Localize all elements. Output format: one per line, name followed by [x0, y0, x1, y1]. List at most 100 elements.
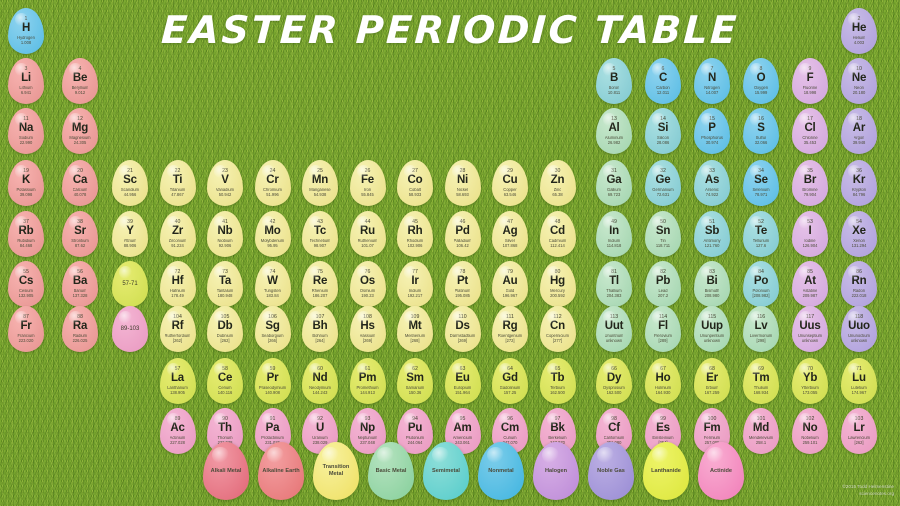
element-cell-lu[interactable]: 71 Lu Lutetium 174.967	[841, 358, 877, 404]
element-cell-db[interactable]: 105 Db Dubnium [262]	[207, 306, 243, 352]
element-cell-ce[interactable]: 58 Ce Cerium 140.116	[207, 358, 243, 404]
element-cell-k[interactable]: 19 K Potassium 39.098	[8, 160, 44, 206]
element-cell-y[interactable]: 39 Y Yttrium 88.906	[112, 211, 148, 257]
element-cell-er[interactable]: 68 Er Erbium 167.259	[694, 358, 730, 404]
element-cell-pr[interactable]: 59 Pr Praseodymium 140.908	[254, 358, 291, 404]
element-cell-os[interactable]: 76 Os Osmium 190.23	[349, 261, 386, 307]
element-cell-tl[interactable]: 81 Tl Thallium 204.383	[596, 261, 632, 307]
legend-item-halogen[interactable]: Halogen	[533, 442, 579, 500]
element-cell-cs[interactable]: 55 Cs Cesium 132.905	[8, 261, 44, 307]
element-cell-yb[interactable]: 70 Yb Ytterbium 173.055	[792, 358, 828, 404]
element-cell-ba[interactable]: 56 Ba Barium 137.328	[62, 261, 98, 307]
element-cell-as[interactable]: 33 As Arsenic 74.922	[694, 160, 730, 206]
element-cell-kr[interactable]: 36 Kr Krypton 84.796	[841, 160, 877, 206]
element-cell-s[interactable]: 16 S Sulfur 32.066	[743, 108, 779, 154]
element-cell-hg[interactable]: 80 Hg Mercury 200.592	[539, 261, 576, 307]
element-cell-rb[interactable]: 37 Rb Rubidium 84.468	[8, 211, 44, 257]
element-cell-cn[interactable]: 112 Cn Copernicium [277]	[539, 306, 576, 352]
element-cell-lr[interactable]: 103 Lr Lawrencium [262]	[841, 408, 877, 454]
element-cell-ir[interactable]: 77 Ir Iridium 192.217	[397, 261, 433, 307]
element-cell-sc[interactable]: 21 Sc Scandium 44.956	[112, 160, 148, 206]
element-cell-md[interactable]: 101 Md Mendelevium 258.1	[743, 408, 779, 454]
element-cell-pd[interactable]: 46 Pd Palladium 106.42	[444, 211, 481, 257]
element-cell-ds[interactable]: 110 Ds Darmstadtium [269]	[444, 306, 481, 352]
element-cell-mg[interactable]: 12 Mg Magnesium 24.305	[62, 108, 98, 154]
element-cell-cl[interactable]: 17 Cl Chlorine 35.453	[792, 108, 828, 154]
element-cell-ca[interactable]: 20 Ca Calcium 40.078	[62, 160, 98, 206]
element-cell-sg[interactable]: 106 Sg Seaborgium [266]	[254, 306, 291, 352]
element-cell-au[interactable]: 79 Au Gold 196.967	[492, 261, 528, 307]
element-cell-co[interactable]: 27 Co Cobalt 58.933	[397, 160, 433, 206]
legend-item-nonmetal[interactable]: Nonmetal	[478, 442, 524, 500]
element-cell-pm[interactable]: 61 Pm Promethium 144.913	[349, 358, 386, 404]
element-cell-bi[interactable]: 83 Bi Bismuth 208.980	[694, 261, 730, 307]
element-cell-ge[interactable]: 32 Ge Germanium 72.631	[645, 160, 681, 206]
element-cell-rg[interactable]: 111 Rg Roentgenium [272]	[492, 306, 528, 352]
element-cell-la[interactable]: 57 La Lanthanum 138.905	[159, 358, 196, 404]
element-cell-no[interactable]: 102 No Nobelium 259.101	[792, 408, 828, 454]
element-cell-hf[interactable]: 72 Hf Hafnium 178.49	[159, 261, 196, 307]
element-cell-hs[interactable]: 108 Hs Hassium [269]	[349, 306, 386, 352]
element-cell-br[interactable]: 35 Br Bromine 79.904	[792, 160, 828, 206]
element-cell-gd[interactable]: 64 Gd Gadolinium 157.25	[492, 358, 528, 404]
element-cell-sn[interactable]: 50 Sn Tin 118.711	[645, 211, 681, 257]
legend-item-actinide[interactable]: Actinide	[698, 442, 744, 500]
element-cell-pu[interactable]: 94 Pu Plutonium 244.064	[397, 408, 433, 454]
element-cell-ga[interactable]: 31 Ga Gallium 69.723	[596, 160, 632, 206]
element-cell-pt[interactable]: 78 Pt Platinum 195.085	[444, 261, 481, 307]
element-cell-xe[interactable]: 54 Xe Xenon 131.294	[841, 211, 877, 257]
element-cell-nd[interactable]: 60 Nd Neodymium 144.243	[302, 358, 338, 404]
element-cell-uus[interactable]: 117 Uus Ununseptium unknown	[792, 306, 828, 352]
element-cell-bh[interactable]: 107 Bh Bohrium [264]	[302, 306, 338, 352]
element-cell-ni[interactable]: 28 Ni Nickel 58.693	[444, 160, 481, 206]
element-cell-tc[interactable]: 43 Tc Technetium 98.907	[302, 211, 338, 257]
element-cell-lv[interactable]: 116 Lv Livermorium [298]	[743, 306, 779, 352]
element-cell-fl[interactable]: 114 Fl Flerovium [289]	[645, 306, 681, 352]
element-cell-cr[interactable]: 24 Cr Chromium 51.996	[254, 160, 291, 206]
element-cell-li[interactable]: 3 Li Lithium 6.941	[8, 58, 44, 104]
legend-item-alkali-metal[interactable]: Alkali Metal	[203, 442, 249, 500]
element-cell-ag[interactable]: 47 Ag Silver 107.868	[492, 211, 528, 257]
element-cell-uuo[interactable]: 118 Uuo Ununoctium unknown	[841, 306, 877, 352]
element-cell-ra[interactable]: 88 Ra Radium 226.025	[62, 306, 98, 352]
series-placeholder-89-103[interactable]: 89-103	[112, 306, 148, 352]
element-cell-mn[interactable]: 25 Mn Manganese 54.938	[302, 160, 338, 206]
element-cell-c[interactable]: 6 C Carbon 12.011	[645, 58, 681, 104]
series-placeholder-57-71[interactable]: 57-71	[112, 261, 148, 307]
legend-item-basic-metal[interactable]: Basic Metal	[368, 442, 414, 500]
element-cell-i[interactable]: 53 I Iodine 126.904	[792, 211, 828, 257]
element-cell-sm[interactable]: 62 Sm Samarium 150.36	[397, 358, 433, 404]
element-cell-ti[interactable]: 22 Ti Titanium 47.867	[159, 160, 196, 206]
element-cell-eu[interactable]: 63 Eu Europium 151.964	[444, 358, 481, 404]
element-cell-ho[interactable]: 67 Ho Holmium 164.930	[645, 358, 681, 404]
element-cell-cd[interactable]: 48 Cd Cadmium 112.414	[539, 211, 576, 257]
element-cell-na[interactable]: 11 Na Sodium 22.990	[8, 108, 44, 154]
element-cell-dy[interactable]: 66 Dy Dysprosium 162.500	[596, 358, 632, 404]
element-cell-mo[interactable]: 42 Mo Molybdenum 95.95	[254, 211, 291, 257]
element-cell-ac[interactable]: 89 Ac Actinium 227.028	[159, 408, 196, 454]
element-cell-be[interactable]: 4 Be Beryllium 9.012	[62, 58, 98, 104]
element-cell-w[interactable]: 74 W Tungsten 183.84	[254, 261, 291, 307]
element-cell-n[interactable]: 7 N Nitrogen 14.007	[694, 58, 730, 104]
element-cell-v[interactable]: 23 V Vanadium 50.942	[207, 160, 243, 206]
element-cell-at[interactable]: 85 At Astatine 209.987	[792, 261, 828, 307]
element-cell-rh[interactable]: 45 Rh Rhodium 102.906	[397, 211, 433, 257]
element-cell-p[interactable]: 15 P Phosphorus 30.974	[694, 108, 730, 154]
element-cell-rf[interactable]: 104 Rf Rutherfordium [262]	[159, 306, 196, 352]
element-cell-al[interactable]: 13 Al Aluminum 26.982	[596, 108, 632, 154]
element-cell-uut[interactable]: 113 Uut Ununtrium unknown	[596, 306, 632, 352]
element-cell-h[interactable]: 1 H Hydrogen 1.008	[8, 8, 44, 54]
legend-item-noble-gas[interactable]: Noble Gas	[588, 442, 634, 500]
element-cell-re[interactable]: 75 Re Rhenium 186.207	[302, 261, 338, 307]
element-cell-sr[interactable]: 38 Sr Strontium 87.62	[62, 211, 98, 257]
legend-item-transition-metal[interactable]: Transition Metal	[313, 442, 359, 500]
element-cell-ne[interactable]: 10 Ne Neon 20.180	[841, 58, 877, 104]
element-cell-uup[interactable]: 115 Uup Ununpentium unknown	[694, 306, 730, 352]
element-cell-ru[interactable]: 44 Ru Ruthenium 101.07	[349, 211, 386, 257]
legend-item-lanthanide[interactable]: Lanthanide	[643, 442, 689, 500]
legend-item-semimetal[interactable]: Semimetal	[423, 442, 469, 500]
element-cell-ar[interactable]: 18 Ar Argon 39.948	[841, 108, 877, 154]
element-cell-rn[interactable]: 86 Rn Radon 222.018	[841, 261, 877, 307]
element-cell-tb[interactable]: 65 Tb Terbium 162.500	[539, 358, 576, 404]
element-cell-te[interactable]: 52 Te Tellurium 127.6	[743, 211, 779, 257]
